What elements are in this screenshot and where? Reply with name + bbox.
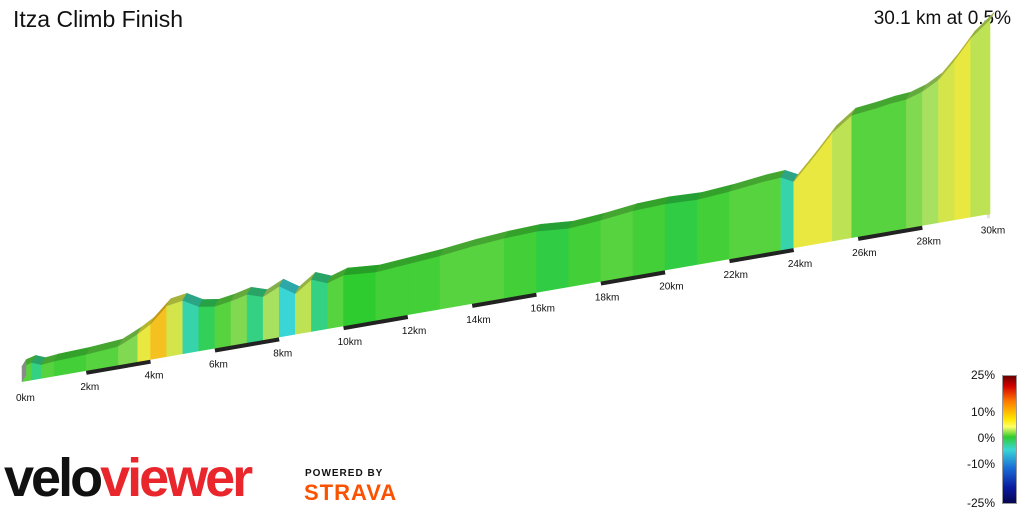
logo-viewer-text: viewer [100,448,253,508]
profile-segment [632,203,666,277]
distance-scale-bar [407,303,473,319]
profile-segment [246,293,264,344]
profile-segment [664,199,698,271]
profile-segment [954,37,972,221]
profile-segment [697,190,730,266]
profile-segment [600,210,634,282]
distance-scale-bar [471,292,537,308]
distance-tick-label: 26km [852,248,876,259]
veloviewer-logo: veloviewer [4,448,253,508]
profile-segment [31,362,42,381]
distance-tick-label: 2km [80,382,99,393]
profile-start-cap [22,359,27,382]
legend-label-10: 10% [970,405,995,419]
profile-segment [504,230,537,299]
profile-segment [812,131,833,246]
distance-scale-bar [214,337,280,353]
chart-title: Itza Climb Finish [13,6,183,32]
distance-tick-label: 20km [659,281,683,292]
distance-tick-label: 24km [788,259,812,270]
route-summary: 30.1 km at 0.5% [873,8,1011,29]
logo-velo-text: velo [4,448,103,508]
distance-scale-bar [793,236,859,253]
profile-segment [938,59,955,224]
distance-tick-label: 10km [338,337,362,348]
profile-segment [214,300,232,349]
profile-segment [230,293,248,347]
distance-tick-label: 28km [916,237,940,248]
profile-segment [729,181,762,260]
distance-scale-bar [150,348,216,364]
distance-tick-label: 6km [209,360,228,371]
profile-segment [793,156,814,249]
distance-tick-label: 4km [145,371,164,382]
legend-label-0: 0% [977,431,995,445]
profile-segment [536,227,570,294]
legend-label-min: -25% [966,496,995,510]
distance-scale-bar [85,359,151,375]
gradient-legend-bar [1002,375,1017,504]
distance-scale-bar [729,248,795,264]
profile-segment [198,305,216,352]
profile-segment [375,263,409,321]
profile-segment [439,245,473,310]
profile-segment [922,78,939,227]
legend-label-neg10: -10% [966,457,995,471]
profile-segment [906,90,923,229]
distance-tick-label: 30km [981,226,1005,237]
distance-tick-label: 0km [16,393,35,404]
distance-scale-bar [664,259,730,275]
profile-segment [407,255,441,316]
distance-scale-bar [857,225,923,241]
distance-scale-bar [21,370,87,386]
profile-segment [851,108,875,239]
profile-segment [832,114,853,242]
distance-tick-label: 14km [466,315,490,326]
profile-segment [568,219,602,288]
profile-segment [343,271,377,327]
legend-label-max: 25% [970,368,995,382]
profile-segment [327,274,344,330]
distance-scale-bar [922,214,988,230]
profile-segment [890,98,907,232]
distance-scale-bar [343,315,409,331]
profile-segment [166,299,184,358]
distance-tick-label: 8km [273,348,292,359]
distance-scale-bar [278,326,344,342]
strava-logo: STRAVA [304,480,398,505]
profile-segment [873,102,891,235]
distance-tick-label: 12km [402,326,426,337]
powered-by-text: POWERED BY [305,468,384,479]
distance-scale-bar [600,270,666,286]
profile-segment [780,176,795,251]
distance-scale-bar [536,281,602,297]
distance-tick-label: 22km [724,270,748,281]
distance-tick-label: 16km [531,304,555,315]
profile-segment [471,237,505,305]
profile-segment [182,299,200,355]
distance-tick-label: 18km [595,293,619,304]
profile-segment [311,278,328,333]
profile-ridge [970,12,995,39]
profile-segment [761,176,782,254]
profile-segment [970,18,991,218]
profile-segment [278,285,296,338]
